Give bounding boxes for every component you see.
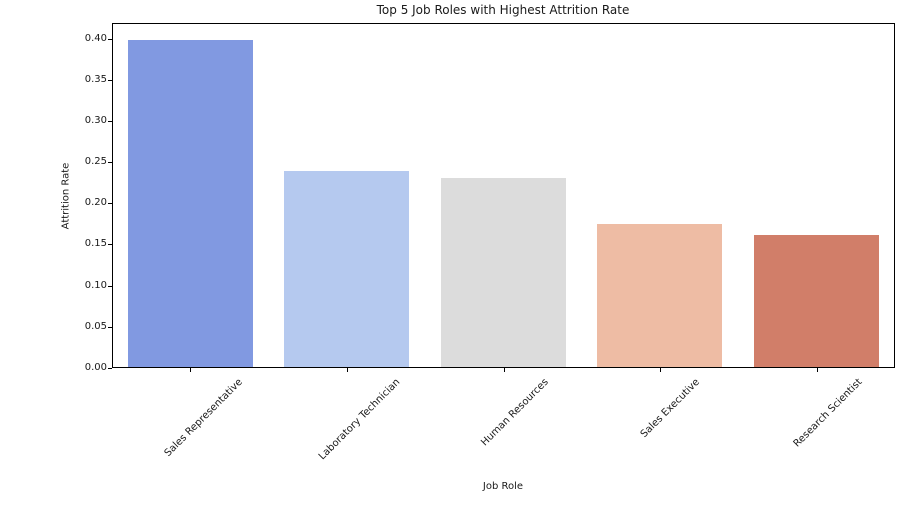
x-tick-label-sales-executive: Sales Executive	[638, 376, 702, 440]
x-tick-label-laboratory-technician: Laboratory Technician	[316, 376, 403, 463]
y-tick-mark	[108, 327, 112, 328]
y-tick-label: 0.30	[84, 115, 107, 126]
bar-human-resources	[441, 178, 566, 368]
y-tick-mark	[108, 121, 112, 122]
y-tick-mark	[108, 39, 112, 40]
y-tick-mark	[108, 162, 112, 163]
y-tick-mark	[108, 244, 112, 245]
x-tick-mark	[347, 368, 348, 372]
y-tick-mark	[108, 368, 112, 369]
bar-laboratory-technician	[284, 171, 409, 368]
bar-sales-executive	[597, 224, 722, 368]
y-tick-label: 0.15	[84, 238, 107, 249]
y-tick-label: 0.25	[84, 156, 107, 167]
y-tick-label: 0.10	[84, 280, 107, 291]
x-tick-mark	[817, 368, 818, 372]
x-tick-mark	[504, 368, 505, 372]
y-tick-label: 0.00	[84, 362, 107, 373]
x-tick-mark	[660, 368, 661, 372]
y-tick-label: 0.35	[84, 74, 107, 85]
y-tick-mark	[108, 203, 112, 204]
x-tick-label-human-resources: Human Resources	[479, 376, 551, 449]
y-tick-label: 0.20	[84, 197, 107, 208]
bar-research-scientist	[754, 235, 879, 368]
y-tick-mark	[108, 286, 112, 287]
x-tick-mark	[190, 368, 191, 372]
bar-sales-representative	[128, 40, 253, 368]
x-tick-label-research-scientist: Research Scientist	[791, 376, 865, 450]
x-tick-label-sales-representative: Sales Representative	[162, 376, 245, 459]
y-tick-label: 0.40	[84, 33, 107, 44]
x-axis-label: Job Role	[482, 481, 524, 492]
chart-title: Top 5 Job Roles with Highest Attrition R…	[376, 3, 630, 17]
plot-area	[112, 23, 895, 368]
y-tick-label: 0.05	[84, 321, 107, 332]
y-tick-mark	[108, 80, 112, 81]
